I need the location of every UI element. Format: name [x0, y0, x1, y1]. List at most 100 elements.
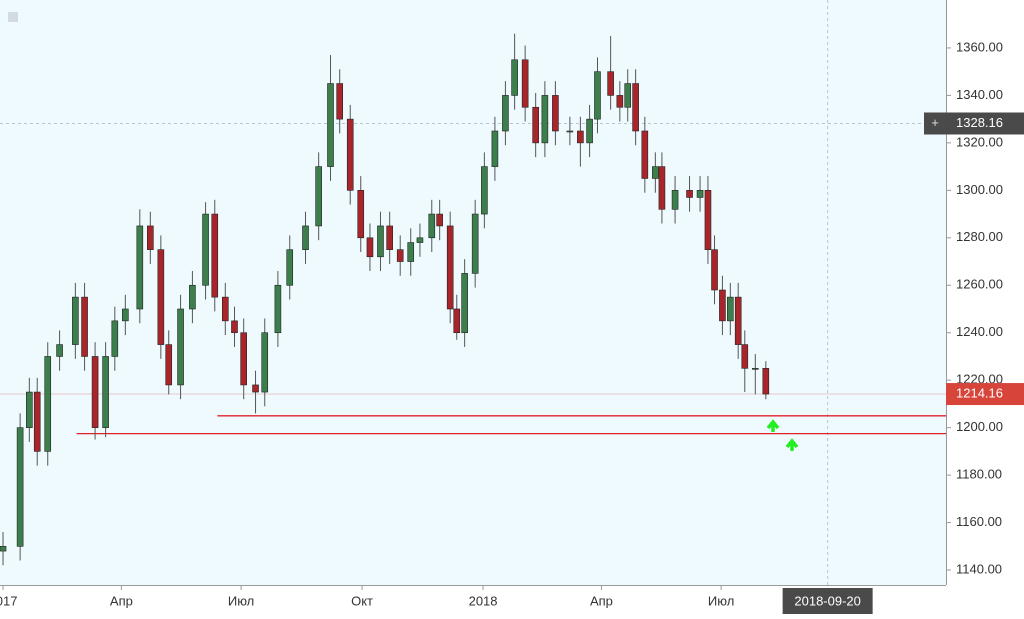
candle-body [762, 368, 770, 395]
y-tick-label: 1160.00 [956, 514, 1002, 529]
candle-body [274, 284, 282, 334]
x-tick-label: Апр [110, 593, 133, 608]
x-tick-label: 2018 [469, 593, 498, 608]
candle-body [240, 332, 248, 386]
y-tick-label: 1320.00 [956, 134, 1003, 149]
candle-body [671, 190, 679, 210]
arrow-up-icon [766, 419, 780, 432]
crosshair-price-box [924, 112, 1024, 135]
y-tick-label: 1280.00 [956, 229, 1003, 244]
candle-body [221, 296, 229, 322]
candle-body [165, 344, 173, 386]
candle-body [157, 249, 165, 345]
candle-body [231, 320, 238, 334]
candle-body [436, 213, 443, 227]
candle-body [521, 59, 529, 108]
crosshair-price-label: 1328.16 [956, 115, 1003, 130]
candle-body [407, 242, 415, 262]
crosshair-date-label: 2018-09-20 [794, 593, 861, 608]
candle-body [44, 356, 52, 452]
candle-body [481, 166, 488, 215]
y-tick-label: 1180.00 [956, 467, 1002, 482]
candle-body [719, 289, 726, 322]
x-tick-label: Июл [228, 593, 254, 608]
candle-body [446, 225, 454, 310]
candle-body [33, 391, 41, 452]
y-tick-label: 1300.00 [956, 182, 1003, 197]
y-tick-label: 1260.00 [956, 277, 1003, 292]
candle-body [696, 190, 704, 198]
candle-body [502, 95, 509, 132]
candle-body [453, 308, 461, 334]
candle-body [711, 249, 718, 291]
last-price-box [946, 383, 1024, 406]
x-tick-label: Окт [351, 593, 373, 608]
candle-body [366, 237, 374, 258]
x-tick-label: Июл [708, 593, 734, 608]
candle-body [16, 427, 24, 547]
candle-body [491, 130, 499, 167]
candle-body [641, 130, 649, 179]
candle-body [428, 213, 436, 239]
y-tick-label: 1220.00 [956, 372, 1003, 387]
candle-body [286, 249, 294, 286]
candle-body [211, 213, 219, 298]
candle-body [686, 190, 693, 198]
candle-body [552, 95, 559, 132]
candle-body [704, 190, 712, 250]
candle-body [252, 384, 259, 393]
candle-body [511, 59, 518, 96]
candle-body [336, 83, 344, 120]
candle-body [189, 284, 196, 310]
candle-body [624, 83, 632, 108]
candle-body [202, 213, 209, 286]
candle-body [26, 391, 33, 428]
candle-body [416, 237, 424, 243]
candle-body [594, 71, 601, 120]
candle-body [632, 83, 639, 132]
crosshair-date-box [782, 588, 873, 614]
candle-body [658, 166, 666, 210]
x-tick-label: Апр [590, 593, 613, 608]
candle-body [396, 249, 404, 262]
candle-body [111, 320, 119, 357]
x-tick-label: 2017 [0, 593, 17, 608]
arrow-up-icon [785, 438, 799, 451]
corner-icon [8, 12, 18, 22]
candle-body [577, 130, 584, 144]
y-tick-label: 1200.00 [956, 419, 1003, 434]
candle-body [752, 368, 759, 370]
candle-body [315, 166, 322, 227]
candle-body [136, 225, 144, 310]
candle-body [532, 106, 539, 144]
y-tick-label: 1360.00 [956, 39, 1003, 54]
candle-body [377, 225, 384, 258]
crosshair-plus: + [931, 115, 939, 130]
candle-body [652, 166, 659, 179]
candle-body [741, 344, 749, 369]
candle-body [327, 83, 334, 167]
candle-body [586, 118, 593, 144]
candle-body [72, 296, 79, 345]
candle-body [566, 130, 574, 133]
last-price-label: 1214.16 [956, 385, 1003, 400]
candle-body [261, 332, 269, 393]
candle-body [386, 225, 393, 250]
candle-body [727, 296, 734, 322]
y-tick-label: 1140.00 [956, 561, 1002, 576]
candle-body [461, 273, 468, 334]
candle-body [346, 118, 354, 191]
candle-body [102, 356, 109, 428]
candle-body [147, 225, 154, 250]
chart-layer: 1140.00 1160.00 1180.00 1200.00 1220.00 1240.… [0, 0, 1003, 608]
candle-body [81, 296, 88, 357]
candle-body [56, 344, 63, 357]
y-tick-label: 1240.00 [956, 324, 1003, 339]
y-tick-label: 1340.00 [956, 87, 1003, 102]
candle-body [616, 95, 624, 108]
candle-body [357, 190, 365, 239]
candle-body [541, 95, 549, 144]
candle-body [91, 356, 99, 428]
candle-body [734, 296, 742, 345]
